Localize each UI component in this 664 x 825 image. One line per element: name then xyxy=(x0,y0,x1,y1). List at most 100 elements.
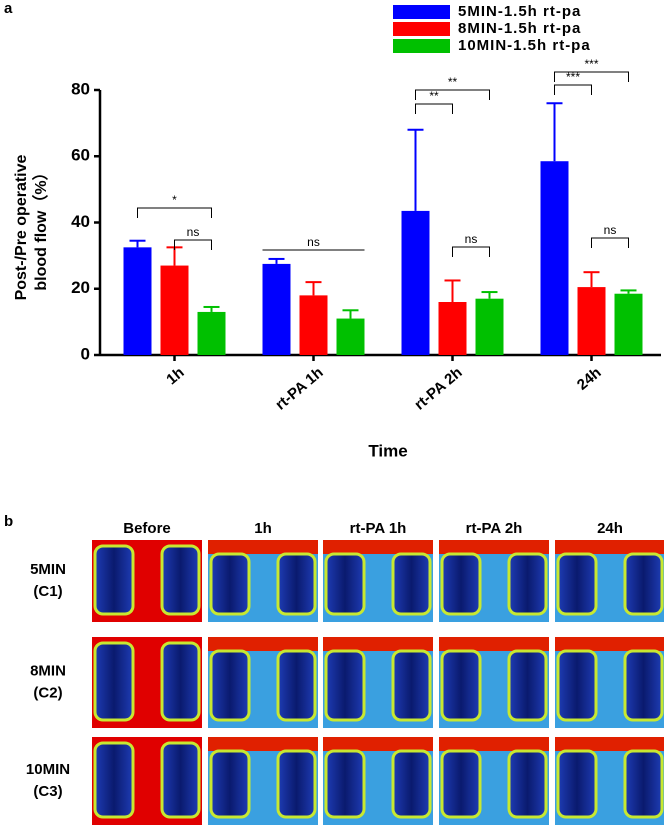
significance-bracket xyxy=(554,84,592,95)
bar xyxy=(160,265,189,355)
legend-swatch xyxy=(393,5,450,19)
row-label: 5MIN xyxy=(30,561,66,578)
row-label: (C3) xyxy=(33,783,62,800)
vessel-left xyxy=(556,749,598,819)
flow-image xyxy=(555,737,664,825)
row-label: 10MIN xyxy=(26,761,70,778)
flow-image xyxy=(208,737,318,825)
legend-label: 8MIN-1.5h rt-pa xyxy=(458,20,581,37)
vessel-right xyxy=(623,552,664,616)
bar xyxy=(475,298,504,355)
x-tick-label: rt-PA 1h xyxy=(272,364,326,413)
image-top xyxy=(323,737,433,751)
flow-image xyxy=(208,540,318,622)
image-top xyxy=(439,737,549,751)
image-top xyxy=(208,737,318,751)
significance-bracket xyxy=(415,103,453,114)
y-tick-label: 60 xyxy=(71,146,90,165)
vessel-right xyxy=(276,749,317,819)
vessel-right xyxy=(623,649,664,722)
column-header: Before xyxy=(123,520,171,537)
flow-image xyxy=(323,737,433,825)
legend-swatch xyxy=(393,39,450,53)
y-axis-label: blood flow（%） xyxy=(32,164,50,290)
bar xyxy=(123,247,152,355)
flow-image xyxy=(92,540,202,622)
significance-bracket xyxy=(137,207,212,218)
vessel-left xyxy=(209,552,251,616)
vessel-left xyxy=(324,749,366,819)
bar xyxy=(401,210,430,355)
vessel-left xyxy=(556,552,598,616)
vessel-right xyxy=(160,544,201,616)
panel-label: b xyxy=(4,513,13,530)
column-header: 1h xyxy=(254,520,272,537)
significance-bracket xyxy=(591,237,629,248)
y-tick-label: 0 xyxy=(81,344,90,363)
vessel-left xyxy=(324,649,366,722)
significance-label: * xyxy=(172,193,177,207)
vessel-left xyxy=(556,649,598,722)
vessel-right xyxy=(391,749,432,819)
y-axis-label: Post-/Pre operative xyxy=(13,154,30,300)
row-label: (C2) xyxy=(33,684,62,701)
significance-label: ns xyxy=(187,225,200,239)
vessel-right xyxy=(160,741,201,819)
x-tick-label: 1h xyxy=(163,364,187,388)
row-label: 8MIN xyxy=(30,662,66,679)
vessel-right xyxy=(507,749,548,819)
flow-image xyxy=(92,737,202,825)
significance-label: ** xyxy=(429,89,439,103)
vessel-right xyxy=(276,649,317,722)
column-header: 24h xyxy=(597,520,623,537)
column-header: rt-PA 1h xyxy=(350,520,407,537)
vessel-left xyxy=(93,741,135,819)
significance-bracket xyxy=(452,246,490,257)
bar xyxy=(262,263,291,355)
significance-label: ns xyxy=(604,223,617,237)
bar xyxy=(614,293,643,355)
image-top xyxy=(555,737,664,751)
flow-image xyxy=(92,637,202,728)
image-top xyxy=(208,540,318,554)
y-tick-label: 20 xyxy=(71,278,90,297)
vessel-left xyxy=(440,649,482,722)
panel-label: a xyxy=(4,0,13,17)
bar xyxy=(438,302,467,355)
vessel-right xyxy=(507,649,548,722)
flow-image xyxy=(555,637,664,728)
bar xyxy=(336,318,365,355)
significance-label: ns xyxy=(307,235,320,249)
significance-label: *** xyxy=(566,70,580,84)
flow-image xyxy=(439,737,549,825)
x-tick-label: 24h xyxy=(574,364,605,394)
legend-swatch xyxy=(393,22,450,36)
image-top xyxy=(208,637,318,651)
y-tick-label: 80 xyxy=(71,79,90,98)
significance-label: *** xyxy=(584,57,598,71)
flow-image xyxy=(323,637,433,728)
y-tick-label: 40 xyxy=(71,212,90,231)
significance-bracket xyxy=(174,239,212,250)
vessel-left xyxy=(93,544,135,616)
vessel-left xyxy=(440,749,482,819)
column-header: rt-PA 2h xyxy=(466,520,523,537)
vessel-right xyxy=(623,749,664,819)
significance-label: ** xyxy=(448,75,458,89)
x-axis-label: Time xyxy=(368,441,407,460)
flow-image xyxy=(555,540,664,622)
image-top xyxy=(555,637,664,651)
vessel-left xyxy=(440,552,482,616)
legend-label: 10MIN-1.5h rt-pa xyxy=(458,37,591,54)
image-top xyxy=(439,540,549,554)
image-top xyxy=(555,540,664,554)
vessel-right xyxy=(391,552,432,616)
legend-label: 5MIN-1.5h rt-pa xyxy=(458,3,581,20)
significance-label: ns xyxy=(465,232,478,246)
vessel-right xyxy=(391,649,432,722)
bar xyxy=(540,161,569,355)
image-top xyxy=(439,637,549,651)
significance-bracket xyxy=(415,89,490,100)
vessel-left xyxy=(324,552,366,616)
vessel-right xyxy=(276,552,317,616)
